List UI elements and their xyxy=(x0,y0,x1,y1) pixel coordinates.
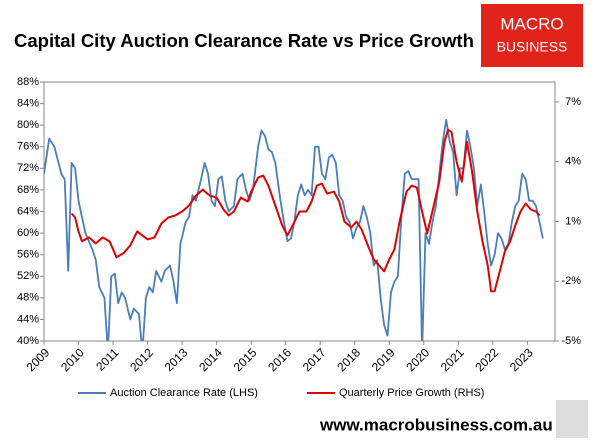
legend-label: Quarterly Price Growth (RHS) xyxy=(339,387,484,399)
y2-tick-label: 1% xyxy=(565,215,581,227)
x-tick-label: 2022 xyxy=(472,345,501,374)
y-tick-label: 48% xyxy=(17,292,39,304)
x-tick-label: 2020 xyxy=(403,345,432,374)
y-tick-label: 60% xyxy=(17,227,39,239)
y-tick-label: 64% xyxy=(17,205,39,217)
legend-label: Auction Clearance Rate (LHS) xyxy=(110,387,258,399)
x-tick-label: 2011 xyxy=(93,345,121,373)
y-tick-label: 52% xyxy=(17,270,39,282)
y-tick-label: 40% xyxy=(17,335,39,347)
y-tick-label: 76% xyxy=(17,141,39,153)
y-tick-label: 68% xyxy=(17,184,39,196)
logo-icon xyxy=(556,400,588,438)
y-tick-label: 80% xyxy=(17,119,39,131)
x-tick-label: 2014 xyxy=(196,345,225,374)
y2-tick-label: 4% xyxy=(565,156,581,168)
logo-box xyxy=(481,4,583,67)
x-tick-label: 2017 xyxy=(300,345,329,374)
line xyxy=(44,118,544,341)
x-tick-label: 2013 xyxy=(162,345,191,374)
y2-tick-label: 7% xyxy=(565,96,581,108)
logo-text: BUSINESS xyxy=(497,39,568,55)
y-tick-label: 56% xyxy=(17,249,39,261)
y-tick-label: 88% xyxy=(17,76,39,88)
x-tick-label: 2019 xyxy=(369,345,398,374)
x-tick-label: 2023 xyxy=(507,345,536,374)
x-tick-label: 2012 xyxy=(127,345,156,374)
footer: www.macrobusiness.com.au xyxy=(319,415,553,434)
line xyxy=(70,128,541,293)
x-tick-label: 2010 xyxy=(58,345,87,374)
x-tick-label: 2018 xyxy=(334,345,363,374)
y-tick-label: 44% xyxy=(17,313,39,325)
x-tick-label: 2009 xyxy=(24,345,53,374)
x-tick-label: 2015 xyxy=(231,345,260,374)
plot xyxy=(44,118,544,341)
x-tick-label: 2021 xyxy=(438,345,467,374)
y2-tick-label: -5% xyxy=(561,335,581,347)
x-tick-label: 2016 xyxy=(265,345,294,374)
logo-text: MACRO xyxy=(500,14,563,33)
y2-tick-label: -2% xyxy=(561,275,581,287)
y-tick-label: 84% xyxy=(17,97,39,109)
y-tick-label: 72% xyxy=(17,162,39,174)
chart-title: Capital City Auction Clearance Rate vs P… xyxy=(14,30,474,51)
